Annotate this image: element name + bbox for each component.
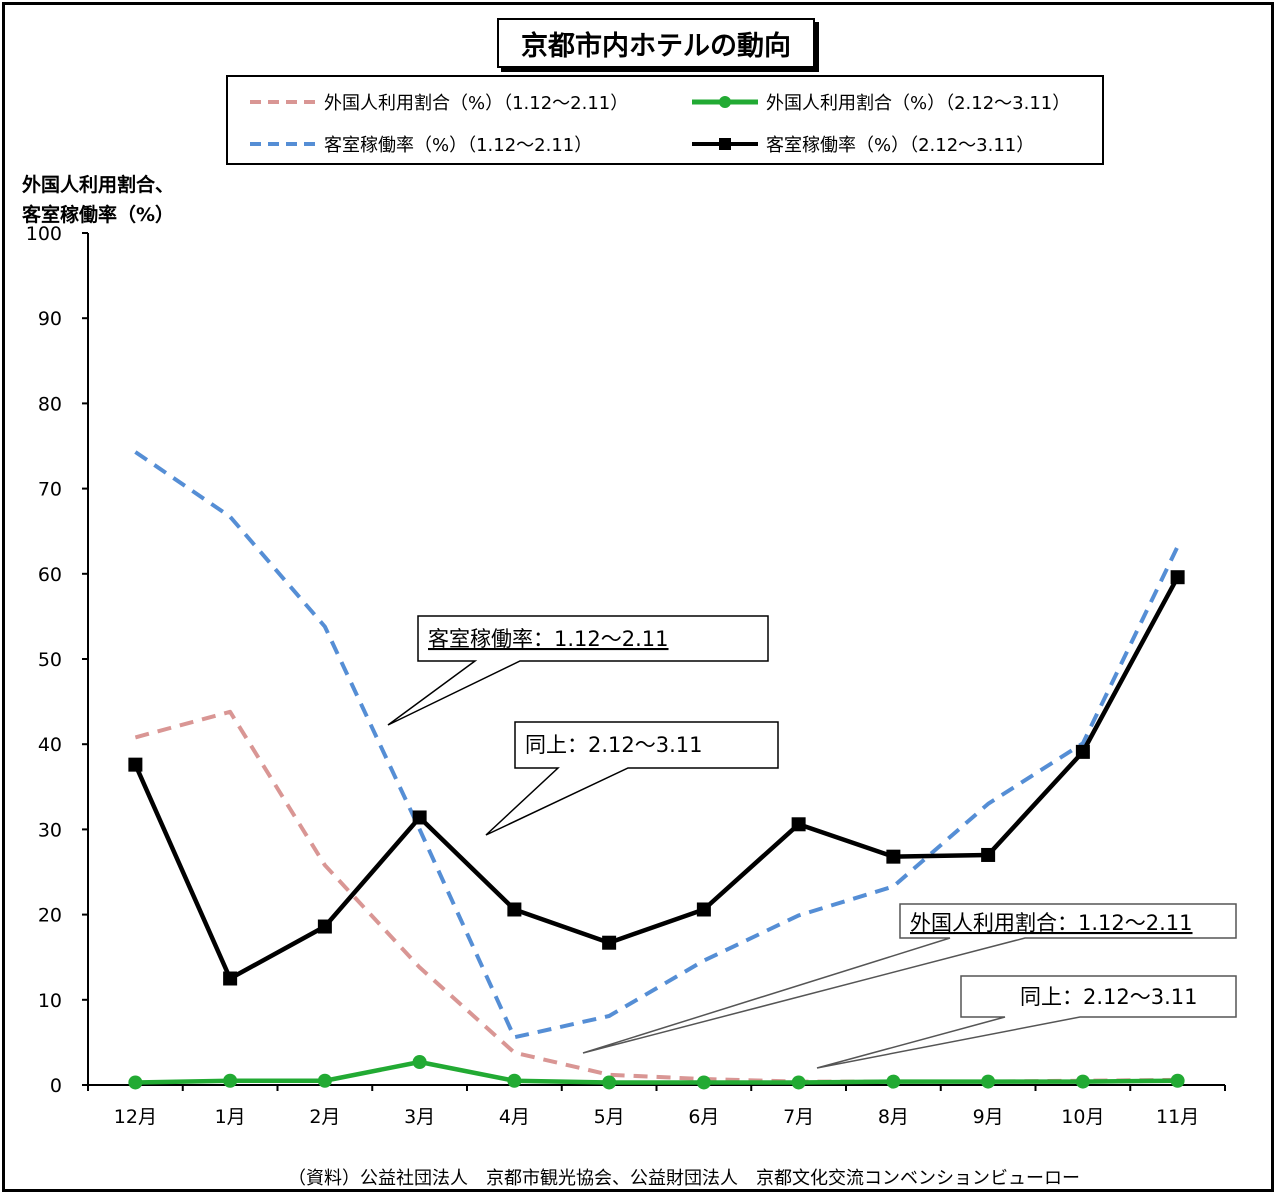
x-tick-label: 2月 bbox=[309, 1106, 340, 1128]
data-point-circle bbox=[602, 1075, 617, 1090]
data-point-square bbox=[981, 847, 996, 862]
legend-swatch-dashed-blue bbox=[250, 142, 316, 146]
callout-box bbox=[485, 721, 779, 836]
data-point-circle bbox=[412, 1054, 427, 1069]
data-point-square bbox=[791, 817, 806, 832]
x-tick-label: 3月 bbox=[404, 1106, 435, 1128]
callout-text: 同上：2.12～3.11 bbox=[1020, 985, 1198, 1009]
data-point-square bbox=[696, 902, 711, 917]
callout-box bbox=[582, 903, 1237, 1054]
legend-item: 客室稼働率（%）（2.12～3.11） bbox=[690, 131, 1034, 157]
y-tick-label: 50 bbox=[38, 649, 62, 671]
data-point-square bbox=[128, 757, 143, 772]
x-tick-label: 10月 bbox=[1061, 1106, 1104, 1128]
legend-label: 客室稼働率（%）（2.12～3.11） bbox=[766, 135, 1035, 156]
data-point-square bbox=[886, 849, 901, 864]
data-point-circle bbox=[1170, 1073, 1185, 1088]
data-point-square bbox=[1170, 570, 1185, 585]
y-tick-label: 10 bbox=[38, 990, 62, 1012]
legend-swatch-dashed-pink bbox=[250, 100, 316, 104]
source-note: （資料）公益社団法人 京都市観光協会、公益財団法人 京都文化交流コンベンションビ… bbox=[288, 1168, 1080, 1189]
x-tick-label: 1月 bbox=[215, 1106, 246, 1128]
y-tick-label: 40 bbox=[38, 734, 62, 756]
x-tick-label: 7月 bbox=[783, 1106, 814, 1128]
legend-item: 外国人利用割合（%）（1.12～2.11） bbox=[248, 89, 628, 115]
y-tick-label: 100 bbox=[26, 223, 62, 245]
y-tick-label: 20 bbox=[38, 905, 62, 927]
x-tick-label: 12月 bbox=[114, 1106, 157, 1128]
y-tick-label: 80 bbox=[38, 393, 62, 415]
data-point-circle bbox=[981, 1074, 996, 1089]
legend-label: 外国人利用割合（%）（1.12～2.11） bbox=[324, 93, 629, 114]
y-axis-label-line2: 客室稼働率（%） bbox=[22, 204, 175, 226]
x-tick-label: 9月 bbox=[973, 1106, 1004, 1128]
data-point-square bbox=[317, 919, 332, 934]
data-point-circle bbox=[886, 1074, 901, 1089]
x-tick-label: 4月 bbox=[499, 1106, 530, 1128]
data-point-circle bbox=[791, 1075, 806, 1090]
legend-item: 外国人利用割合（%）（2.12～3.11） bbox=[690, 89, 1070, 115]
legend-swatch-green-marker bbox=[692, 96, 758, 108]
callout-box bbox=[387, 615, 769, 726]
chart-title: 京都市内ホテルの動向 bbox=[497, 18, 815, 68]
data-point-square bbox=[602, 935, 617, 950]
x-tick-label: 6月 bbox=[688, 1106, 719, 1128]
series-line bbox=[133, 576, 1180, 981]
y-tick-label: 90 bbox=[38, 308, 62, 330]
callout-text: 客室稼働率：1.12～2.11 bbox=[428, 627, 669, 651]
y-tick-label: 70 bbox=[38, 479, 62, 501]
y-tick-label: 60 bbox=[38, 564, 62, 586]
callout-text: 同上：2.12～3.11 bbox=[525, 733, 703, 757]
legend-swatch-black-marker bbox=[692, 138, 758, 150]
data-point-circle bbox=[507, 1073, 522, 1088]
data-point-circle bbox=[317, 1073, 332, 1088]
y-tick-label: 0 bbox=[50, 1075, 62, 1097]
legend-label: 客室稼働率（%）（1.12～2.11） bbox=[324, 135, 593, 156]
x-tick-label: 11月 bbox=[1156, 1106, 1199, 1128]
data-point-circle bbox=[1075, 1074, 1090, 1089]
data-point-square bbox=[1075, 744, 1090, 759]
data-point-circle bbox=[223, 1073, 238, 1088]
callout-text: 外国人利用割合：1.12～2.11 bbox=[910, 911, 1193, 935]
callout-box bbox=[816, 975, 1237, 1069]
data-point-circle bbox=[128, 1075, 143, 1090]
y-axis-label: 外国人利用割合、 客室稼働率（%） bbox=[22, 170, 174, 230]
series-line bbox=[135, 1059, 1178, 1085]
legend-label: 外国人利用割合（%）（2.12～3.11） bbox=[766, 93, 1071, 114]
legend-item: 客室稼働率（%）（1.12～2.11） bbox=[248, 131, 592, 157]
data-point-square bbox=[412, 810, 427, 825]
x-tick-label: 8月 bbox=[878, 1106, 909, 1128]
x-tick-label: 5月 bbox=[594, 1106, 625, 1128]
data-point-circle bbox=[696, 1075, 711, 1090]
series-line bbox=[134, 450, 1180, 1040]
data-point-square bbox=[507, 902, 522, 917]
data-point-square bbox=[223, 971, 238, 986]
y-tick-label: 30 bbox=[38, 819, 62, 841]
legend: 外国人利用割合（%）（1.12～2.11） 外国人利用割合（%）（2.12～3.… bbox=[226, 75, 1104, 165]
y-axis-label-line1: 外国人利用割合、 bbox=[22, 174, 175, 196]
